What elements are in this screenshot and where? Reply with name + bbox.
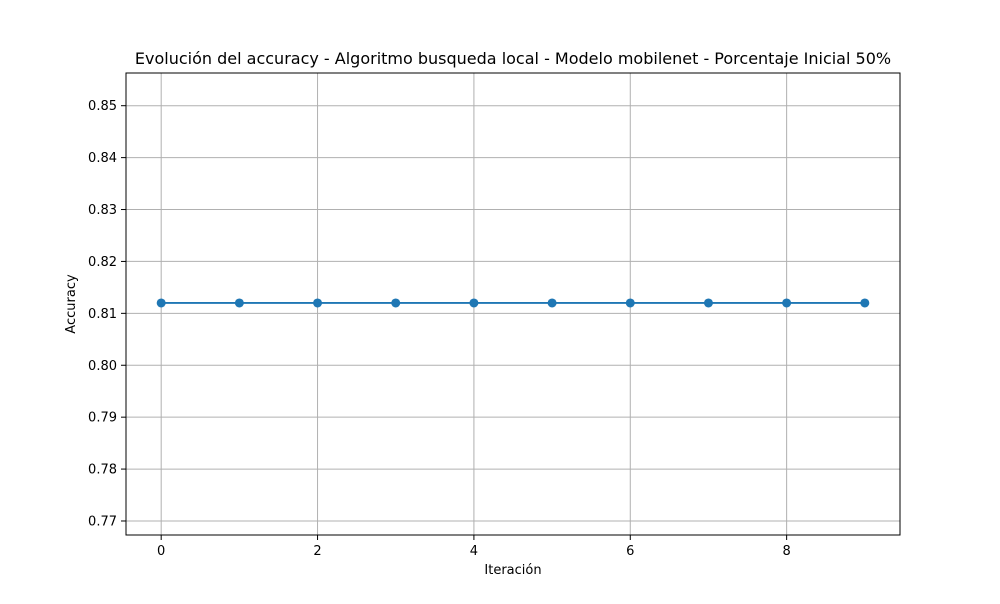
data-point xyxy=(234,298,244,308)
plot-frame xyxy=(125,72,901,536)
y-tick-label: 0.78 xyxy=(88,463,117,478)
series-layer xyxy=(156,298,870,308)
data-point xyxy=(782,298,792,308)
y-tick-label: 0.79 xyxy=(88,411,117,426)
y-tick-label: 0.81 xyxy=(88,307,117,322)
data-point xyxy=(313,298,323,308)
data-point xyxy=(860,298,870,308)
data-point xyxy=(156,298,166,308)
y-tick-label: 0.83 xyxy=(88,203,117,218)
data-point xyxy=(547,298,557,308)
y-tick-label: 0.82 xyxy=(88,255,117,270)
y-tick-label: 0.77 xyxy=(88,514,117,529)
plot-area xyxy=(126,73,900,535)
data-point xyxy=(625,298,635,308)
x-tick-label: 6 xyxy=(626,544,634,559)
x-tick-label: 0 xyxy=(157,544,165,559)
data-point xyxy=(391,298,401,308)
grid xyxy=(126,73,900,535)
chart-title: Evolución del accuracy - Algoritmo busqu… xyxy=(135,49,891,68)
y-tick-label: 0.80 xyxy=(88,359,117,374)
data-point xyxy=(703,298,713,308)
x-tick-label: 8 xyxy=(782,544,790,559)
x-tick-label: 4 xyxy=(470,544,478,559)
x-tick-label: 2 xyxy=(313,544,321,559)
ticks: 0 2 4 6 8 0.77 0.78 0.79 0.80 0.81 0.82 0.83 0.84 0.8… xyxy=(88,99,791,559)
y-tick-label: 0.84 xyxy=(88,151,117,166)
y-tick-label: 0.85 xyxy=(88,99,117,114)
data-point xyxy=(469,298,479,308)
y-axis-label: Accuracy xyxy=(64,274,79,334)
x-axis-label: Iteración xyxy=(484,563,541,578)
